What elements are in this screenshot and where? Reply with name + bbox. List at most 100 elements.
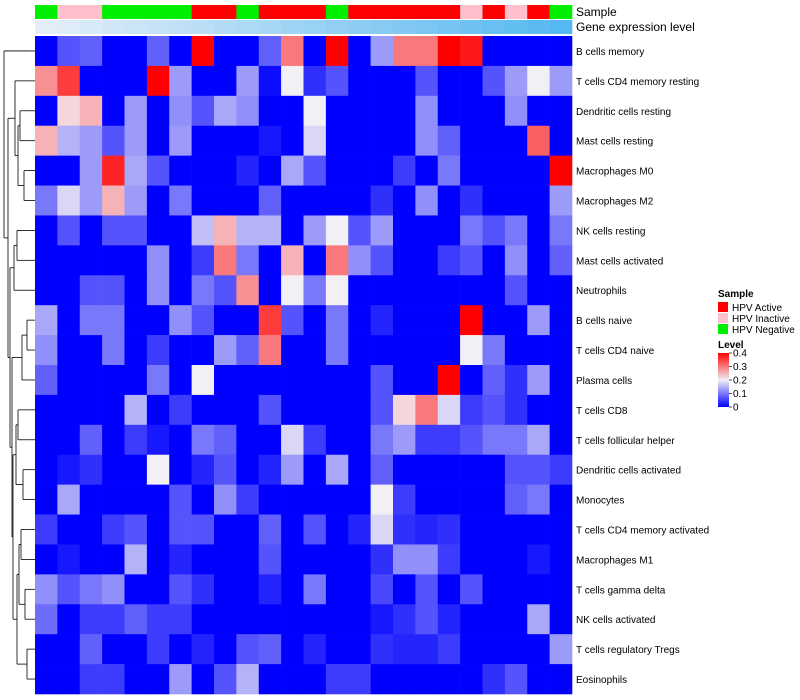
heatmap-cell bbox=[102, 185, 125, 216]
heatmap-cell bbox=[57, 424, 81, 456]
heatmap-cell bbox=[549, 394, 573, 426]
heatmap-cell bbox=[214, 245, 237, 276]
heatmap-cell bbox=[191, 514, 215, 545]
sample-annotation-cell bbox=[504, 5, 528, 19]
heatmap-cell bbox=[214, 664, 237, 695]
heatmap-cell bbox=[281, 634, 304, 665]
sample-annotation-cell bbox=[482, 5, 506, 19]
heatmap-cell bbox=[258, 574, 282, 605]
heatmap-cell bbox=[146, 215, 170, 246]
heatmap-cell bbox=[393, 125, 416, 156]
heatmap-cell bbox=[370, 125, 394, 156]
heatmap-cell bbox=[35, 365, 58, 396]
heatmap-cell bbox=[191, 65, 215, 97]
heatmap-cell bbox=[124, 65, 148, 97]
row-label: Macrophages M1 bbox=[576, 555, 654, 566]
heatmap-cell bbox=[504, 185, 528, 216]
heatmap-cell bbox=[57, 185, 81, 216]
heatmap-cell bbox=[35, 664, 58, 695]
heatmap-cell bbox=[146, 95, 170, 127]
heatmap-cell bbox=[281, 245, 304, 276]
heatmap-cell bbox=[146, 335, 170, 366]
heatmap-cell bbox=[169, 65, 192, 97]
heatmap-cell bbox=[549, 185, 573, 216]
heatmap-cell bbox=[258, 454, 282, 485]
heatmap-cell bbox=[549, 664, 573, 695]
heatmap-cell bbox=[415, 185, 439, 216]
heatmap-cell bbox=[460, 36, 483, 67]
heatmap-cell bbox=[281, 544, 304, 575]
heatmap-cell bbox=[348, 484, 371, 515]
row-label: T cells follicular helper bbox=[576, 436, 675, 447]
heatmap-cell bbox=[79, 574, 103, 605]
heatmap-cell bbox=[370, 245, 394, 276]
heatmap-cell bbox=[504, 574, 528, 605]
level-tick-label: 0.1 bbox=[733, 389, 747, 400]
heatmap-cell bbox=[393, 275, 416, 306]
heatmap-cell bbox=[146, 185, 170, 216]
heatmap-cell bbox=[35, 424, 58, 456]
heatmap-cell bbox=[348, 454, 371, 485]
legend-sample-label: HPV Inactive bbox=[732, 314, 790, 325]
expression-annotation-cell bbox=[437, 20, 461, 34]
heatmap-cell bbox=[348, 424, 371, 456]
heatmap-cell bbox=[504, 245, 528, 276]
heatmap-cell bbox=[236, 155, 260, 186]
heatmap-cell bbox=[281, 275, 304, 306]
heatmap-cell bbox=[527, 95, 550, 127]
heatmap-cell bbox=[504, 604, 528, 635]
heatmap-cell bbox=[57, 275, 81, 306]
heatmap-cell bbox=[79, 125, 103, 156]
heatmap-cell bbox=[527, 394, 550, 426]
heatmap-cell bbox=[191, 36, 215, 67]
heatmap-cell bbox=[35, 574, 58, 605]
heatmap-cell bbox=[79, 95, 103, 127]
heatmap-cell bbox=[169, 574, 192, 605]
heatmap-cell bbox=[325, 484, 349, 515]
row-label: Eosinophils bbox=[576, 675, 627, 686]
heatmap-cell bbox=[348, 305, 371, 336]
heatmap-cell bbox=[437, 245, 461, 276]
heatmap-cell bbox=[281, 365, 304, 396]
heatmap-cell bbox=[549, 335, 573, 366]
heatmap-cell bbox=[102, 65, 125, 97]
heatmap-cell bbox=[504, 305, 528, 336]
heatmap-cell bbox=[236, 664, 260, 695]
heatmap-cell bbox=[303, 335, 327, 366]
heatmap-cell bbox=[393, 454, 416, 485]
expression-annotation-cell bbox=[303, 20, 327, 34]
heatmap-cell bbox=[415, 125, 439, 156]
heatmap-cell bbox=[79, 604, 103, 635]
heatmap-cell bbox=[482, 514, 506, 545]
heatmap-cell bbox=[348, 634, 371, 665]
heatmap-cell bbox=[460, 454, 483, 485]
sample-annotation-cell bbox=[415, 5, 439, 19]
heatmap-cell bbox=[124, 275, 148, 306]
heatmap-cell bbox=[35, 454, 58, 485]
heatmap-cell bbox=[214, 574, 237, 605]
heatmap-cell bbox=[437, 185, 461, 216]
heatmap-cell bbox=[415, 65, 439, 97]
heatmap-cell bbox=[549, 634, 573, 665]
sample-annotation-cell bbox=[79, 5, 103, 19]
heatmap-cell bbox=[102, 275, 125, 306]
heatmap-cell bbox=[191, 215, 215, 246]
sample-annotation-cell bbox=[281, 5, 304, 19]
heatmap-cell bbox=[146, 125, 170, 156]
heatmap-cell bbox=[281, 454, 304, 485]
heatmap-cell bbox=[214, 424, 237, 456]
heatmap-cell bbox=[393, 155, 416, 186]
sample-annotation-bar bbox=[35, 5, 573, 19]
heatmap-cell bbox=[214, 335, 237, 366]
heatmap-cell bbox=[124, 155, 148, 186]
heatmap-cell bbox=[527, 305, 550, 336]
heatmap-cell bbox=[415, 335, 439, 366]
heatmap-cell bbox=[504, 664, 528, 695]
heatmap-cell bbox=[102, 634, 125, 665]
heatmap-cell bbox=[124, 514, 148, 545]
heatmap-cell bbox=[437, 305, 461, 336]
heatmap-cell bbox=[258, 335, 282, 366]
row-label: Mast cells activated bbox=[576, 256, 663, 267]
heatmap-cells bbox=[35, 36, 573, 695]
